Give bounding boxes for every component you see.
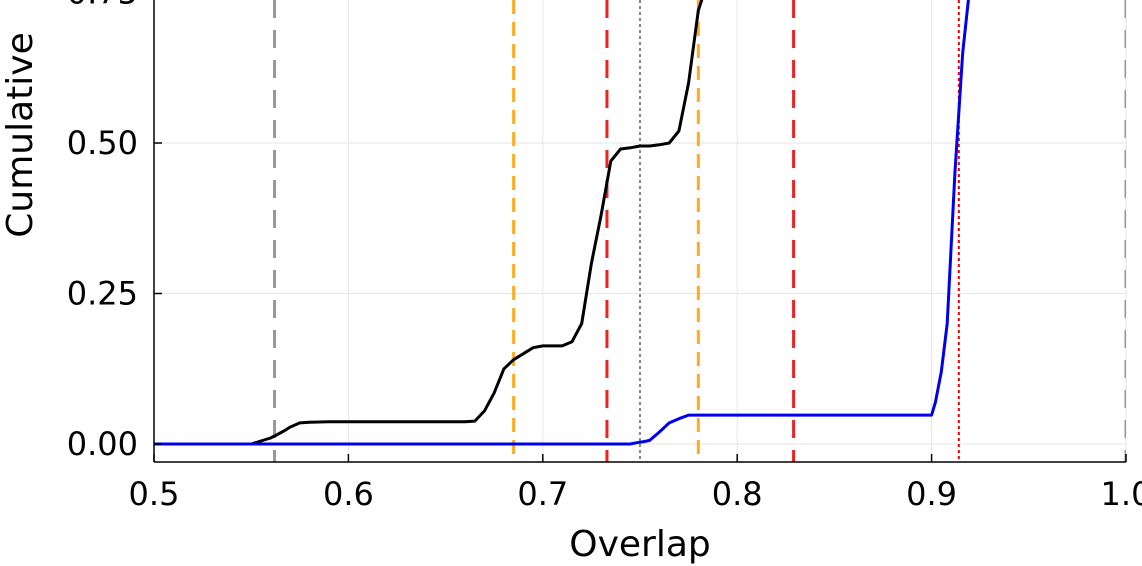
series-line-2	[154, 0, 970, 446]
y-tick-label: 0.00	[67, 425, 138, 463]
series-lines	[154, 0, 970, 446]
x-tick-label: 1.0	[1101, 475, 1142, 513]
y-tick-label: 0.75	[67, 0, 138, 12]
x-tick-label: 0.5	[129, 475, 180, 513]
axes	[153, 0, 1126, 463]
y-tick-label: 0.25	[67, 275, 138, 313]
x-tick-label: 0.7	[517, 475, 568, 513]
x-tick-label: 0.6	[323, 475, 374, 513]
series-line-1	[154, 0, 704, 446]
x-axis-title: Overlap	[569, 524, 711, 565]
x-tick-label: 0.9	[906, 475, 957, 513]
x-tick-label: 0.8	[712, 475, 763, 513]
plot-area	[154, 0, 1126, 462]
y-axis-title: Cumulative	[0, 32, 41, 237]
reference-lines	[273, 0, 1126, 462]
y-tick-label: 0.50	[67, 124, 138, 162]
tick-labels: 0.5 0.6 0.7 0.8 0.9 1.0 0.00 0.25 0.50 0.75	[67, 0, 1142, 513]
